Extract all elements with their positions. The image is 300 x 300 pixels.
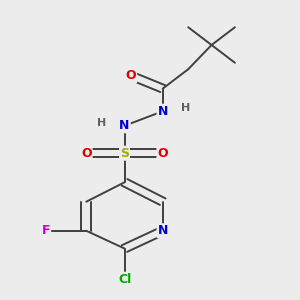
Text: O: O <box>126 69 136 82</box>
Text: F: F <box>42 224 50 237</box>
Text: O: O <box>81 147 92 160</box>
Text: Cl: Cl <box>118 273 131 286</box>
Text: H: H <box>97 118 106 128</box>
Text: H: H <box>182 103 191 113</box>
Text: N: N <box>158 224 168 237</box>
Text: S: S <box>120 147 129 160</box>
Text: O: O <box>158 147 168 160</box>
Text: N: N <box>158 105 168 118</box>
Text: N: N <box>119 119 130 132</box>
